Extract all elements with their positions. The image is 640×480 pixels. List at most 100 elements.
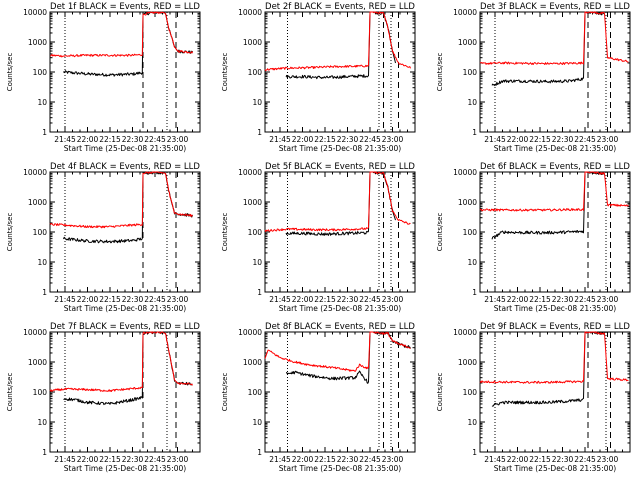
- y-tick-label: 1000: [458, 358, 477, 367]
- x-tick-label: 22:45: [359, 135, 381, 144]
- plot-frame: [49, 171, 201, 293]
- x-tick-label: 21:45: [54, 455, 76, 464]
- panel-title: Det 8f BLACK = Events, RED = LLD: [265, 322, 415, 332]
- y-tick-label: 1000: [28, 358, 47, 367]
- x-tick-label: 23:00: [382, 135, 404, 144]
- x-tick-label: 23:00: [167, 455, 189, 464]
- lld-series-line: [479, 171, 629, 212]
- y-tick-label: 100: [33, 228, 48, 237]
- y-axis-label: Counts/sec: [221, 213, 229, 252]
- plot-frame: [49, 11, 201, 133]
- y-tick-label: 100: [463, 68, 478, 77]
- x-tick-label: 23:00: [382, 295, 404, 304]
- x-tick-label: 22:30: [552, 135, 574, 144]
- lld-series-line: [49, 331, 193, 392]
- y-tick-label: 10000: [23, 328, 47, 337]
- x-tick-label: 22:00: [292, 455, 314, 464]
- x-tick-label: 22:30: [122, 455, 144, 464]
- y-tick-label: 100: [248, 388, 263, 397]
- x-axis-label: Start Time (25-Dec-08 21:35:00): [64, 144, 186, 153]
- x-tick-label: 22:30: [337, 135, 359, 144]
- x-tick-label: 22:00: [507, 455, 529, 464]
- x-tick-label: 22:45: [359, 455, 381, 464]
- y-tick-label: 1: [257, 288, 262, 297]
- y-axis-label: Counts/sec: [221, 53, 229, 92]
- y-tick-label: 1: [257, 128, 262, 137]
- lld-series-line: [479, 11, 629, 65]
- y-tick-label: 10: [467, 418, 477, 427]
- y-tick-label: 100: [248, 68, 263, 77]
- x-tick-label: 23:00: [597, 455, 619, 464]
- x-tick-label: 21:45: [269, 295, 291, 304]
- panel-title: Det 4f BLACK = Events, RED = LLD: [50, 162, 200, 172]
- x-axis-label: Start Time (25-Dec-08 21:35:00): [279, 144, 401, 153]
- x-tick-label: 22:45: [574, 295, 596, 304]
- x-tick-label: 22:30: [552, 295, 574, 304]
- x-axis-label: Start Time (25-Dec-08 21:35:00): [279, 304, 401, 313]
- y-tick-label: 1: [472, 128, 477, 137]
- x-tick-label: 22:15: [99, 135, 121, 144]
- x-tick-label: 22:15: [314, 295, 336, 304]
- panel-title: Det 3f BLACK = Events, RED = LLD: [480, 2, 630, 12]
- y-tick-label: 1: [472, 288, 477, 297]
- x-tick-label: 22:15: [314, 135, 336, 144]
- y-tick-label: 10: [467, 258, 477, 267]
- x-tick-label: 22:00: [507, 135, 529, 144]
- panel-9: Det 9f BLACK = Events, RED = LLD 1 10 100 10…: [436, 322, 631, 473]
- panel-title: Det 7f BLACK = Events, RED = LLD: [50, 322, 200, 332]
- panel-title: Det 6f BLACK = Events, RED = LLD: [480, 162, 630, 172]
- y-tick-label: 10: [37, 418, 47, 427]
- y-tick-label: 10: [252, 98, 262, 107]
- x-tick-label: 23:00: [167, 135, 189, 144]
- x-tick-label: 22:45: [574, 135, 596, 144]
- y-axis-label: Counts/sec: [221, 373, 229, 412]
- y-tick-label: 1: [257, 448, 262, 457]
- plot-frame: [479, 331, 631, 453]
- y-tick-label: 1: [42, 128, 47, 137]
- x-tick-label: 22:15: [529, 135, 551, 144]
- y-tick-label: 1000: [243, 38, 262, 47]
- x-tick-label: 21:45: [484, 135, 506, 144]
- lld-series-line: [264, 11, 411, 72]
- x-tick-label: 22:00: [77, 455, 99, 464]
- x-tick-label: 23:00: [167, 295, 189, 304]
- lld-series-line: [479, 331, 629, 384]
- y-tick-label: 10000: [23, 8, 47, 17]
- y-tick-label: 10: [37, 258, 47, 267]
- y-tick-label: 10000: [453, 328, 477, 337]
- x-tick-label: 22:30: [552, 455, 574, 464]
- plot-frame: [49, 331, 201, 453]
- x-tick-label: 22:30: [122, 295, 144, 304]
- x-tick-label: 22:30: [122, 135, 144, 144]
- y-axis-label: Counts/sec: [6, 373, 14, 412]
- y-tick-label: 100: [33, 68, 48, 77]
- y-tick-label: 10: [252, 258, 262, 267]
- y-axis-label: Counts/sec: [6, 53, 14, 92]
- x-tick-label: 22:15: [314, 455, 336, 464]
- panel-title: Det 5f BLACK = Events, RED = LLD: [265, 162, 415, 172]
- x-tick-label: 23:00: [597, 135, 619, 144]
- y-tick-label: 10000: [238, 8, 262, 17]
- lld-series-line: [50, 11, 193, 58]
- lld-series-line: [264, 171, 411, 232]
- x-axis-label: Start Time (25-Dec-08 21:35:00): [494, 304, 616, 313]
- y-tick-label: 10000: [238, 168, 262, 177]
- y-tick-label: 1000: [458, 38, 477, 47]
- y-tick-label: 10000: [238, 328, 262, 337]
- x-tick-label: 23:00: [597, 295, 619, 304]
- x-tick-label: 21:45: [484, 295, 506, 304]
- x-tick-label: 22:45: [144, 135, 166, 144]
- y-axis-label: Counts/sec: [436, 53, 444, 92]
- y-tick-label: 10000: [23, 168, 47, 177]
- panel-2: Det 2f BLACK = Events, RED = LLD 1 10 100 10…: [221, 2, 416, 153]
- x-axis-label: Start Time (25-Dec-08 21:35:00): [64, 464, 186, 473]
- panel-title: Det 1f BLACK = Events, RED = LLD: [50, 2, 200, 12]
- y-tick-label: 100: [33, 388, 48, 397]
- panel-4: Det 4f BLACK = Events, RED = LLD 1 10 100 10…: [6, 162, 201, 313]
- y-axis-label: Counts/sec: [6, 213, 14, 252]
- x-tick-label: 22:45: [574, 455, 596, 464]
- x-tick-label: 22:00: [292, 135, 314, 144]
- y-tick-label: 1: [42, 448, 47, 457]
- y-axis-label: Counts/sec: [436, 213, 444, 252]
- y-tick-label: 100: [463, 388, 478, 397]
